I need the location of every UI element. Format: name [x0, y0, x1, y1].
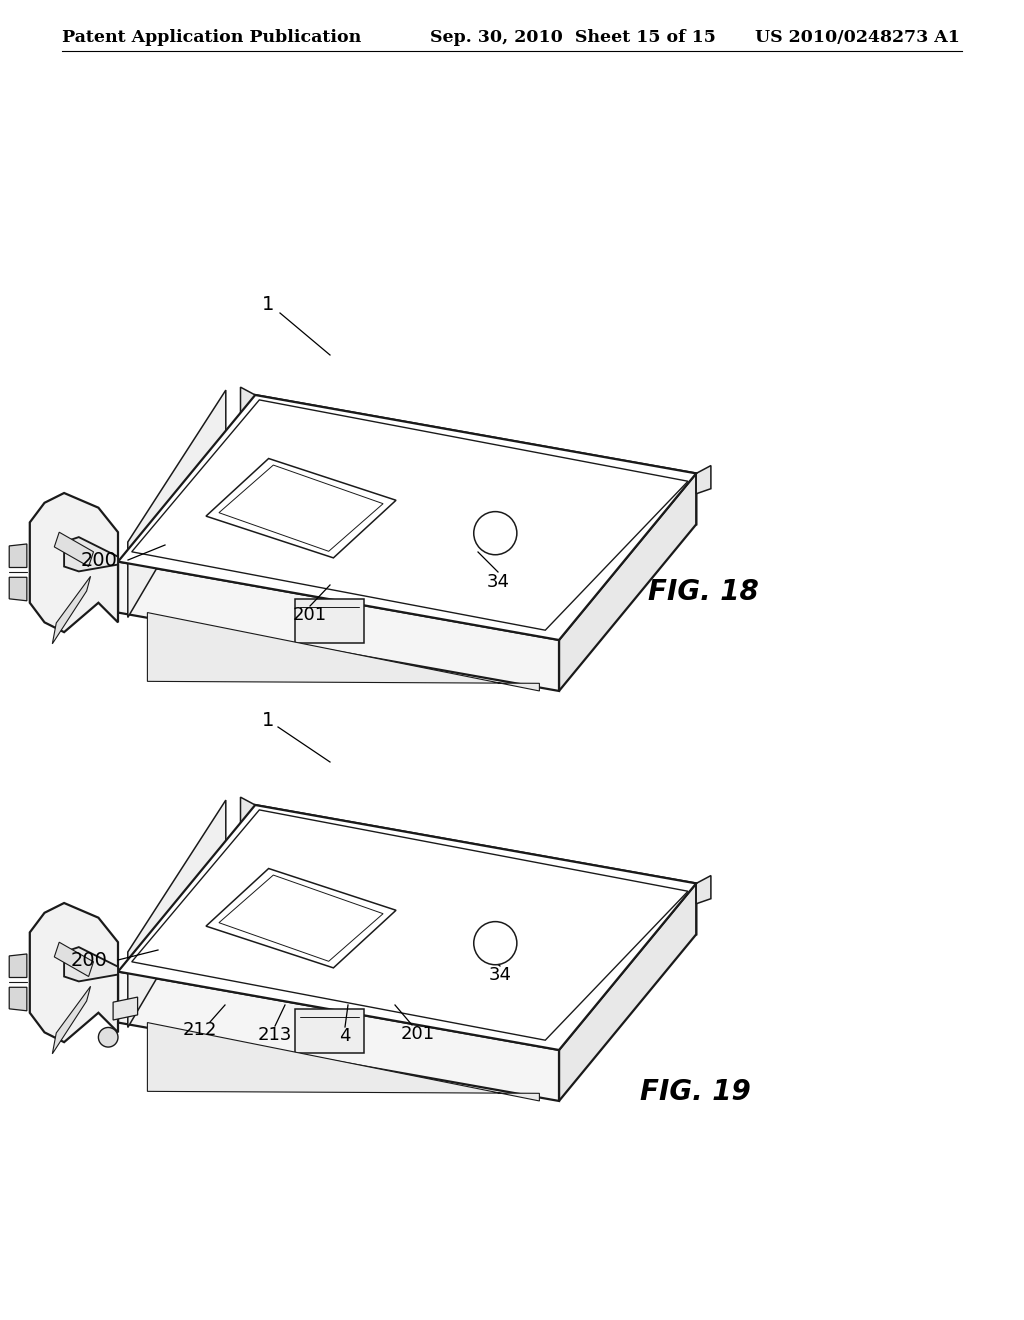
- Polygon shape: [128, 800, 226, 1027]
- Polygon shape: [30, 492, 118, 632]
- Polygon shape: [118, 972, 559, 1101]
- Text: 213: 213: [258, 1026, 292, 1044]
- Polygon shape: [9, 544, 27, 568]
- Polygon shape: [65, 537, 118, 572]
- Polygon shape: [295, 599, 364, 643]
- Text: FIG. 19: FIG. 19: [640, 1078, 751, 1106]
- Polygon shape: [128, 391, 226, 618]
- Polygon shape: [696, 875, 711, 904]
- Polygon shape: [52, 986, 90, 1053]
- Text: 34: 34: [488, 966, 512, 983]
- Circle shape: [98, 1027, 118, 1047]
- Polygon shape: [9, 577, 27, 601]
- Polygon shape: [241, 797, 255, 855]
- Polygon shape: [255, 395, 696, 524]
- Text: FIG. 18: FIG. 18: [648, 578, 759, 606]
- Text: 201: 201: [401, 1026, 435, 1043]
- Text: 1: 1: [262, 296, 274, 314]
- Circle shape: [474, 921, 517, 965]
- Polygon shape: [54, 532, 93, 566]
- Polygon shape: [657, 512, 676, 572]
- Polygon shape: [600, 993, 617, 1051]
- Polygon shape: [241, 387, 255, 446]
- Polygon shape: [147, 1023, 540, 1101]
- Text: 4: 4: [339, 1027, 351, 1045]
- Polygon shape: [9, 987, 27, 1011]
- Polygon shape: [65, 948, 118, 981]
- Text: 34: 34: [486, 573, 510, 591]
- Polygon shape: [295, 1010, 364, 1052]
- Text: Sep. 30, 2010  Sheet 15 of 15: Sep. 30, 2010 Sheet 15 of 15: [430, 29, 716, 46]
- Text: 1: 1: [262, 710, 274, 730]
- Text: 200: 200: [81, 550, 118, 569]
- Circle shape: [474, 512, 517, 554]
- Polygon shape: [9, 954, 27, 978]
- Text: 212: 212: [183, 1020, 217, 1039]
- Polygon shape: [255, 805, 696, 935]
- Polygon shape: [52, 577, 90, 644]
- Polygon shape: [696, 466, 711, 494]
- Polygon shape: [113, 997, 137, 1020]
- Polygon shape: [657, 923, 676, 981]
- Text: 201: 201: [293, 606, 327, 624]
- Text: Patent Application Publication: Patent Application Publication: [62, 29, 361, 46]
- Polygon shape: [206, 869, 396, 968]
- Text: US 2010/0248273 A1: US 2010/0248273 A1: [755, 29, 961, 46]
- Polygon shape: [118, 561, 559, 690]
- Polygon shape: [54, 942, 93, 977]
- Polygon shape: [147, 612, 540, 690]
- Polygon shape: [206, 458, 396, 558]
- Text: 200: 200: [71, 950, 108, 969]
- Polygon shape: [600, 582, 617, 642]
- Polygon shape: [559, 474, 696, 690]
- Polygon shape: [559, 883, 696, 1101]
- Polygon shape: [30, 903, 118, 1043]
- Polygon shape: [118, 805, 696, 1049]
- Polygon shape: [118, 395, 696, 640]
